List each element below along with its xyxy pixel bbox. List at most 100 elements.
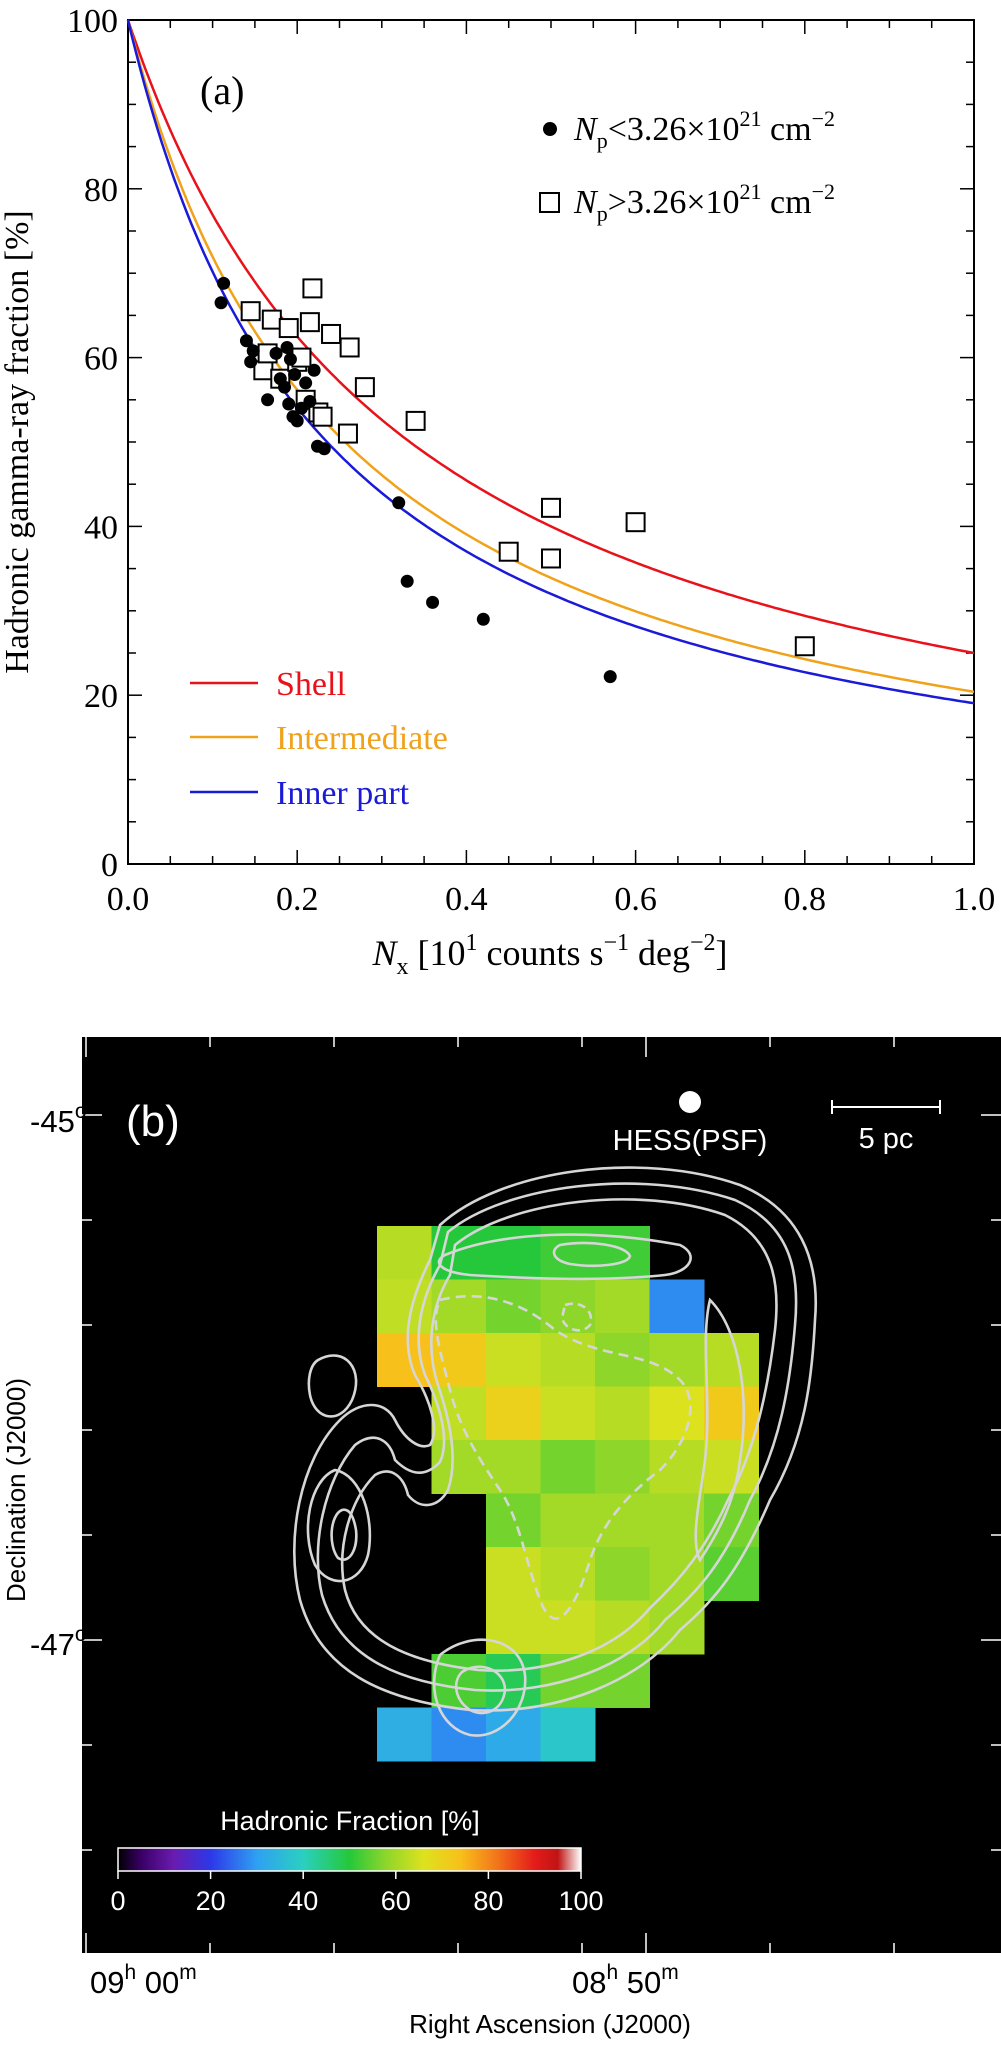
map-frame-ticks <box>82 1037 1001 1953</box>
heatmap-cell <box>540 1386 596 1441</box>
heatmap-cell <box>431 1333 487 1387</box>
heatmap-cell <box>649 1279 705 1334</box>
open-square-point <box>253 360 274 381</box>
open-square-point <box>261 309 282 330</box>
legend-inner-label: Inner part <box>276 775 410 812</box>
contour-level-1 <box>293 1166 817 1712</box>
heatmap-cell <box>486 1226 541 1280</box>
x-tick-label: 0.0 <box>107 881 150 918</box>
contour-dashed-small <box>560 1302 593 1332</box>
map-contours <box>293 1166 817 1737</box>
heatmap-cell <box>540 1493 596 1548</box>
contour-blob-left <box>306 1468 372 1583</box>
filled-circle-point <box>299 376 313 390</box>
filled-circle-point <box>280 340 294 354</box>
x-tick-label: 0.8 <box>784 881 827 918</box>
colorbar-tick-label: 100 <box>558 1886 603 1916</box>
hess-psf-label: HESS(PSF) <box>613 1125 768 1157</box>
open-square-point <box>339 337 360 358</box>
curve-shell <box>126 19 975 655</box>
y-axis-title: Hadronic gamma-ray fraction [%] <box>0 210 36 674</box>
contour-bottom-peak <box>432 1638 527 1737</box>
legend-open-square-marker <box>539 192 560 213</box>
map-x-axis-title: Right Ascension (J2000) <box>409 2009 691 2039</box>
heatmap-cell <box>486 1493 541 1548</box>
panel-a-scatter-plot: 0.0 0.2 0.4 0.6 0.8 1.0 0 20 40 60 80 100 (a) Np<3.… <box>0 3 995 980</box>
y-tick-label: 0 <box>101 847 118 884</box>
map-y-axis-title: Declination (J2000) <box>1 1378 31 1602</box>
contour-bottom-peak-inner <box>454 1665 507 1715</box>
plot-a-ticks <box>127 19 975 865</box>
open-square-point <box>321 323 342 344</box>
open-square-point <box>498 541 519 562</box>
plot-a-tick-labels: 0.0 0.2 0.4 0.6 0.8 1.0 0 20 40 60 80 100 <box>67 3 995 918</box>
open-square-point <box>625 512 646 533</box>
open-square-point <box>541 548 561 569</box>
filled-circle-point <box>269 346 283 360</box>
filled-circle-point <box>290 414 304 428</box>
y-tick-label: 40 <box>84 509 118 546</box>
contour-level-3 <box>341 1198 778 1672</box>
colorbar-tick-label: 40 <box>288 1886 318 1916</box>
dec-label-47: -47o <box>30 1623 87 1662</box>
filled-circle-point <box>283 352 297 366</box>
heatmap-cell <box>486 1600 541 1655</box>
colorbar-title: Hadronic Fraction [%] <box>220 1806 480 1836</box>
x-axis-title: Nx [101 counts s−1 deg−2] <box>371 930 727 980</box>
heatmap-cell <box>540 1547 596 1601</box>
heatmap-cell <box>540 1333 596 1387</box>
open-square-point <box>299 312 320 333</box>
filled-circle-point <box>317 442 331 456</box>
contour-small-left <box>307 1354 358 1418</box>
contour-level-2 <box>316 1182 798 1692</box>
open-square-point <box>541 497 561 518</box>
filled-circle-point <box>246 344 260 358</box>
heatmap-cell <box>595 1493 650 1548</box>
plot-a-points <box>214 276 815 684</box>
heatmap-cell <box>649 1440 705 1494</box>
filled-circle-point <box>426 595 440 609</box>
heatmap-cell <box>431 1279 487 1334</box>
y-tick-label: 80 <box>84 172 118 209</box>
filled-circle-point <box>476 612 490 626</box>
heatmap-cell <box>595 1386 650 1441</box>
y-tick-label: 20 <box>84 678 118 715</box>
heatmap-cell <box>486 1279 541 1334</box>
ra-label-0900: 09h 00m <box>90 1961 197 2000</box>
colorbar-tick-label: 60 <box>381 1886 411 1916</box>
colorbar-tick-label: 0 <box>110 1886 125 1916</box>
heatmap-cell <box>431 1440 487 1494</box>
heatmap-cell <box>595 1226 650 1280</box>
dec-label-45: -45o <box>30 1100 87 1139</box>
filled-circle-point <box>282 397 296 411</box>
heatmap-cell <box>540 1440 596 1494</box>
panel-b-hadronic-map: (b) HESS(PSF) 5 pc <box>1 1037 1001 2039</box>
open-square-point <box>302 278 323 299</box>
filled-circle-point <box>400 574 414 588</box>
panel-b-label: (b) <box>126 1097 180 1146</box>
y-tick-label: 60 <box>84 341 118 378</box>
heatmap-cell <box>486 1333 541 1387</box>
legend-shell-label: Shell <box>276 666 346 703</box>
open-square-point <box>337 423 358 444</box>
filled-circle-point <box>239 334 253 348</box>
filled-circle-point <box>288 367 302 381</box>
heatmap-cell <box>595 1547 650 1601</box>
heatmap-cell <box>595 1279 650 1334</box>
open-square-point <box>794 636 815 657</box>
legend-low-np-label: Np<3.26×1021 cm−2 <box>573 106 835 153</box>
x-tick-label: 0.2 <box>276 881 319 918</box>
heatmap-cell <box>486 1654 541 1708</box>
heatmap-cell <box>377 1333 432 1387</box>
filled-circle-point <box>217 276 231 290</box>
filled-circle-point <box>603 670 617 684</box>
colorbar-tick-label: 20 <box>196 1886 226 1916</box>
legend-filled-circle-marker <box>543 122 557 136</box>
filled-circle-point <box>303 394 317 408</box>
heatmap-cell <box>486 1440 541 1494</box>
heatmap-cell <box>377 1707 432 1762</box>
contour-blob-left-inner <box>330 1508 358 1561</box>
colorbar-ticks: 0 20 40 60 80 100 <box>110 1871 604 1916</box>
heatmap-cell <box>431 1226 487 1280</box>
